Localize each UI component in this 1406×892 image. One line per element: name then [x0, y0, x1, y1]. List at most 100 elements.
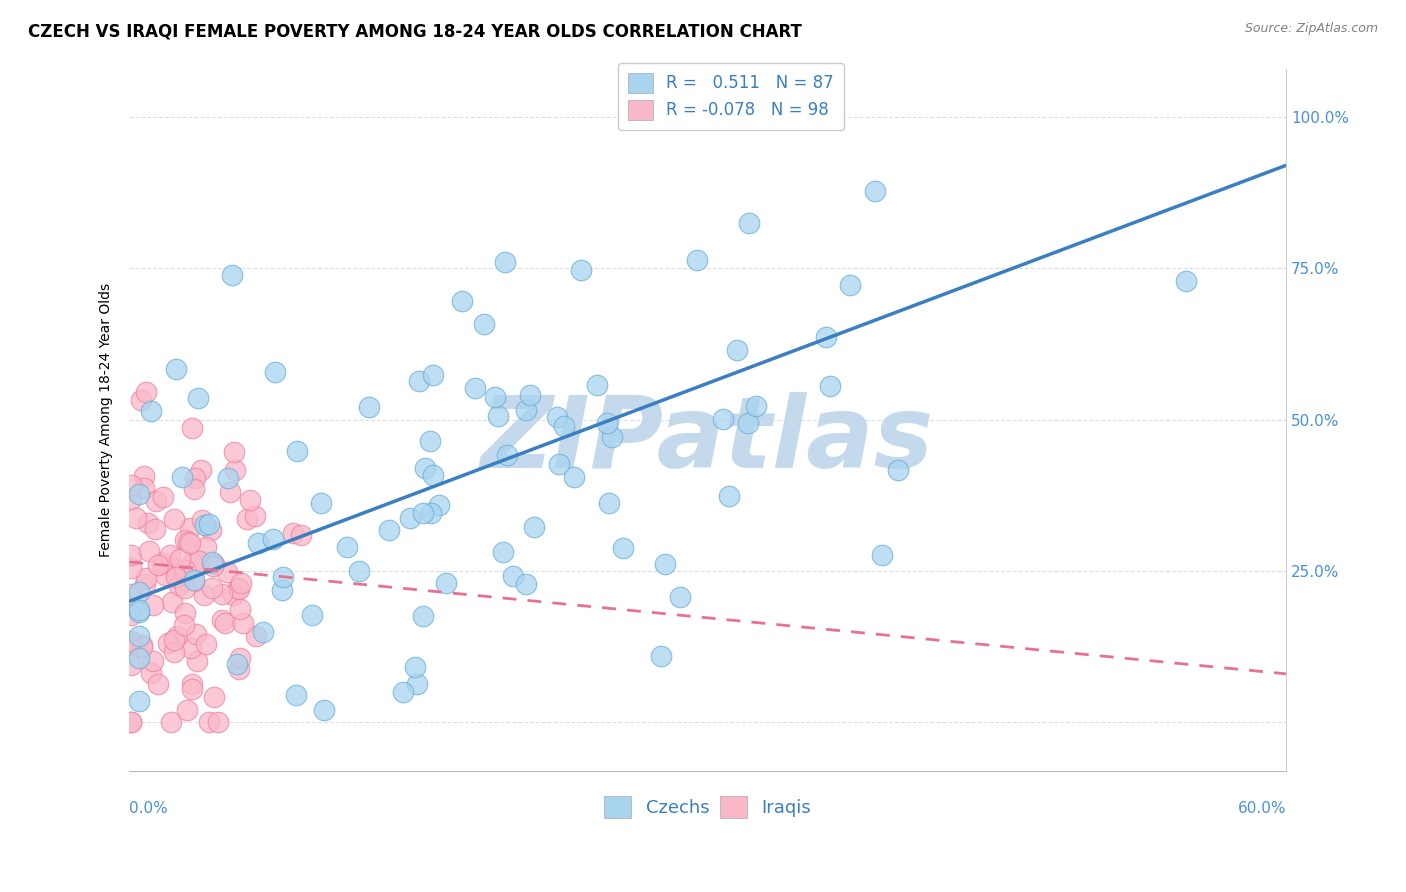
Point [225, 657, 247, 672]
Point [738, 216, 761, 230]
Point [180, 640, 202, 655]
Point [273, 570, 295, 584]
Point [214, 615, 236, 630]
Y-axis label: Female Poverty Among 18-24 Year Olds: Female Poverty Among 18-24 Year Olds [100, 283, 114, 557]
Point [569, 263, 592, 277]
Point [177, 534, 200, 549]
Point [685, 253, 707, 268]
Point [191, 513, 214, 527]
Point [128, 650, 150, 665]
Point [128, 605, 150, 619]
Point [711, 412, 734, 426]
Point [163, 632, 186, 647]
Point [412, 506, 434, 520]
Point [163, 562, 186, 576]
Point [169, 551, 191, 566]
Point [247, 536, 270, 550]
Point [718, 490, 741, 504]
Point [650, 648, 672, 663]
Point [153, 568, 176, 582]
Point [232, 615, 254, 630]
Point [865, 184, 887, 198]
Point [160, 595, 183, 609]
Point [290, 528, 312, 542]
Point [359, 400, 381, 414]
Point [181, 682, 204, 697]
Point [285, 688, 308, 702]
Point [422, 467, 444, 482]
Point [174, 533, 197, 548]
Point [200, 523, 222, 537]
Point [585, 377, 607, 392]
Point [600, 430, 623, 444]
Point [174, 607, 197, 621]
Point [221, 268, 243, 283]
Point [413, 461, 436, 475]
Point [198, 715, 221, 730]
Point [167, 566, 190, 581]
Point [135, 571, 157, 585]
Point [492, 544, 515, 558]
Point [202, 690, 225, 704]
Point [139, 404, 162, 418]
Point [193, 588, 215, 602]
Point [120, 634, 142, 648]
Point [211, 587, 233, 601]
Point [546, 409, 568, 424]
Point [194, 517, 217, 532]
Point [141, 665, 163, 680]
Point [231, 575, 253, 590]
Point [523, 520, 546, 534]
Point [668, 590, 690, 604]
Point [271, 582, 294, 597]
Point [245, 629, 267, 643]
Point [160, 715, 183, 730]
Point [472, 317, 495, 331]
Point [131, 640, 153, 654]
Point [301, 608, 323, 623]
Point [186, 654, 208, 668]
Point [152, 491, 174, 505]
Point [654, 557, 676, 571]
Point [128, 694, 150, 708]
Point [391, 685, 413, 699]
Point [142, 598, 165, 612]
Point [727, 343, 749, 357]
Point [187, 554, 209, 568]
Point [419, 434, 441, 448]
Point [120, 607, 142, 622]
Point [872, 548, 894, 562]
Point [120, 478, 142, 492]
Point [131, 393, 153, 408]
Point [165, 362, 187, 376]
Point [132, 481, 155, 495]
Point [612, 541, 634, 555]
Point [562, 470, 585, 484]
Text: Source: ZipAtlas.com: Source: ZipAtlas.com [1244, 22, 1378, 36]
Point [138, 516, 160, 530]
Point [128, 585, 150, 599]
Point [176, 703, 198, 717]
Point [224, 463, 246, 477]
Point [194, 540, 217, 554]
Point [179, 536, 201, 550]
Point [404, 659, 426, 673]
Text: 0.0%: 0.0% [129, 801, 169, 816]
Point [159, 549, 181, 563]
Point [419, 507, 441, 521]
Point [336, 540, 359, 554]
Point [120, 587, 142, 601]
Point [190, 463, 212, 477]
Point [408, 374, 430, 388]
Point [197, 517, 219, 532]
Point [839, 278, 862, 293]
Point [207, 715, 229, 730]
Point [1174, 274, 1197, 288]
Point [166, 629, 188, 643]
Text: CZECH VS IRAQI FEMALE POVERTY AMONG 18-24 YEAR OLDS CORRELATION CHART: CZECH VS IRAQI FEMALE POVERTY AMONG 18-2… [28, 22, 801, 40]
Point [515, 576, 537, 591]
Point [262, 532, 284, 546]
Point [145, 494, 167, 508]
Point [120, 715, 142, 730]
Point [146, 676, 169, 690]
